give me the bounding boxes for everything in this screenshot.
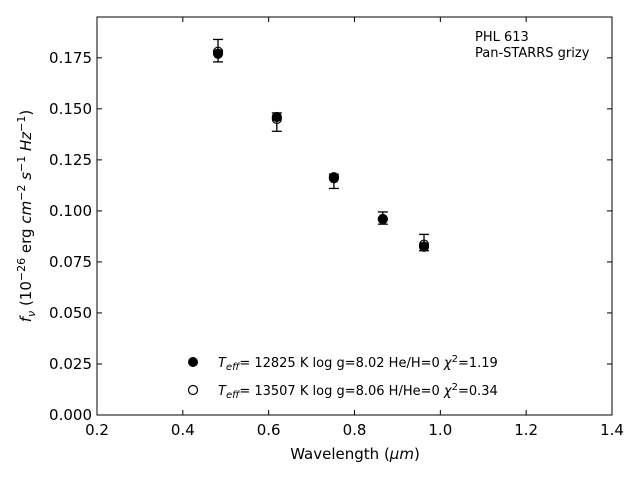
model-point-filled [271,111,282,123]
y-tick-label: 0.050 [49,304,92,322]
model-point-open [271,113,282,125]
x-tick-label: 1.4 [600,421,624,439]
y-tick-label: 0.100 [49,202,92,220]
annotation-object-name: PHL 613 [475,30,529,45]
model-point-open [418,239,430,250]
x-tick-label: 1.0 [428,421,452,439]
legend-marker-filled [188,357,198,367]
y-axis-label: fν (10−26 erg cm−2 s−1 Hz−1) [15,110,38,323]
legend-entry-1: Teff= 12825 K log g=8.02 He/H=0 χ2=1.19 [218,354,498,373]
y-axis-ticks: 0.000 0.025 0.050 0.075 0.100 0.125 0.150 0.175 [49,49,612,424]
model-point-open [328,172,339,183]
x-tick-label: 0.8 [343,421,367,439]
y-tick-label: 0.150 [49,100,92,118]
annotation-survey-name: Pan-STARRS grizy [475,46,590,61]
model-point-filled [212,48,224,59]
legend-entry-2: Teff= 13507 K log g=8.06 H/He=0 χ2=0.34 [218,382,498,401]
legend-marker-open [187,384,199,396]
y-tick-label: 0.075 [49,253,92,271]
y-tick-label: 0.000 [49,406,92,424]
y-tick-label: 0.175 [49,49,92,67]
x-tick-label: 0.4 [171,421,195,439]
error-bars [213,38,430,252]
y-tick-label: 0.025 [49,355,92,373]
x-tick-label: 0.6 [257,421,281,439]
model-point-open [377,213,388,225]
data-points [212,46,430,252]
x-tick-label: 1.2 [514,421,538,439]
model-point-open [212,46,224,57]
model-point-filled [418,241,430,252]
x-axis-label: Wavelength (μm) [290,445,420,463]
y-tick-label: 0.125 [49,151,92,169]
legend: Teff= 12825 K log g=8.02 He/H=0 χ2=1.19 … [187,354,498,401]
x-tick-label: 0.2 [85,421,109,439]
x-axis-ticks: 0.2 0.4 0.6 0.8 1.0 1.2 1.4 [85,17,624,439]
